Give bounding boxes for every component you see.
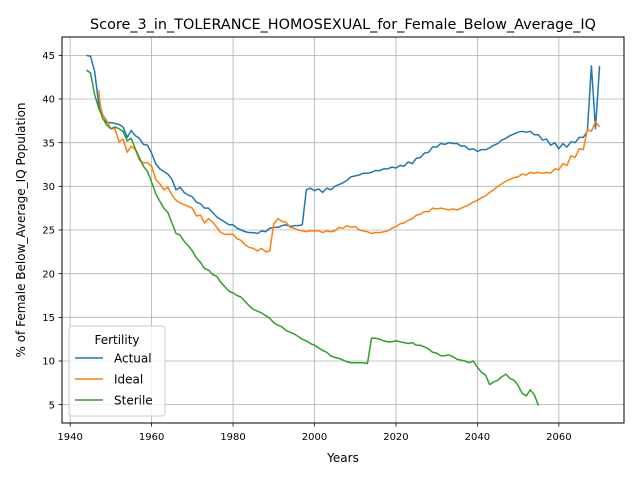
- y-axis-label: % of Female Below_Average_IQ Population: [14, 102, 28, 357]
- legend-title: Fertility: [94, 333, 139, 347]
- grid: [62, 37, 624, 423]
- legend-entries: Actual Ideal Sterile: [75, 351, 153, 407]
- legend: Fertility Actual Ideal Sterile: [68, 325, 166, 417]
- x-tick-label: 1960: [139, 432, 164, 443]
- y-tick-label: 30: [42, 182, 55, 193]
- series-lines: [86, 54, 601, 406]
- y-tick-label: 45: [42, 51, 55, 62]
- series-line-actual: [86, 54, 601, 235]
- y-tick-label: 15: [42, 313, 55, 324]
- x-tick-label: 2000: [302, 432, 327, 443]
- y-tick-label: 10: [42, 357, 55, 368]
- y-tick-label: 20: [42, 269, 55, 280]
- x-axis-ticks: 1940 1960 1980 2000 2020 2040 2060: [57, 423, 572, 443]
- x-tick-label: 2060: [546, 432, 571, 443]
- y-tick-label: 35: [42, 138, 55, 149]
- x-tick-label: 1940: [57, 432, 82, 443]
- y-axis-ticks: 5 10 15 20 25 30 35 40 45: [42, 51, 62, 411]
- series-line-sterile: [86, 69, 540, 406]
- legend-label-ideal: Ideal: [114, 372, 143, 386]
- legend-box: [68, 325, 166, 417]
- y-tick-label: 40: [42, 95, 55, 106]
- x-tick-label: 2020: [383, 432, 408, 443]
- x-tick-label: 1980: [220, 432, 245, 443]
- legend-label-actual: Actual: [114, 351, 152, 365]
- series-line-ideal: [97, 90, 601, 253]
- y-tick-label: 25: [42, 226, 55, 237]
- chart-title: Score_3_in_TOLERANCE_HOMOSEXUAL_for_Fema…: [90, 17, 596, 33]
- x-axis-label: Years: [326, 451, 359, 465]
- x-tick-label: 2040: [465, 432, 490, 443]
- y-tick-label: 5: [49, 400, 55, 411]
- legend-label-sterile: Sterile: [114, 393, 153, 407]
